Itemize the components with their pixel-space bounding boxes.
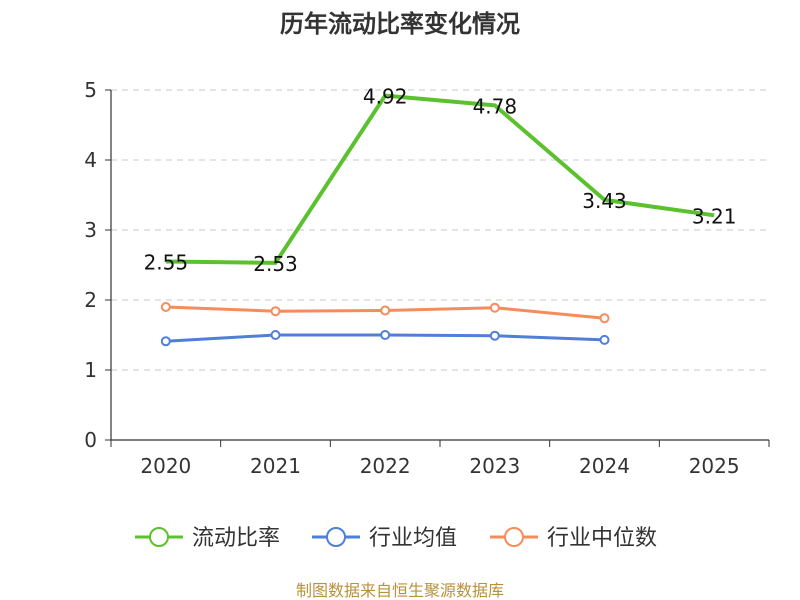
series-2-point-2024 xyxy=(599,313,610,324)
y-tick-label-5: 5 xyxy=(84,78,97,102)
x-tick-label-2025: 2025 xyxy=(689,454,740,478)
x-tick-label-2022: 2022 xyxy=(360,454,411,478)
chart-title: 历年流动比率变化情况 xyxy=(280,10,520,38)
series-2-point-2020 xyxy=(160,302,171,312)
series-layer xyxy=(160,93,715,347)
legend-label-1: 行业均值 xyxy=(369,526,457,551)
y-tick-label-2: 2 xyxy=(84,288,97,312)
x-tick-label-2021: 2021 xyxy=(250,454,301,478)
data-label-2022: 4.92 xyxy=(363,85,408,109)
series-line-0 xyxy=(165,93,715,265)
data-label-2024: 3.43 xyxy=(582,189,627,213)
data-label-2021: 2.53 xyxy=(253,252,298,276)
y-tick-label-3: 3 xyxy=(84,218,97,242)
series-2-point-2022 xyxy=(380,305,391,316)
legend-marker-icon-1 xyxy=(326,527,346,547)
legend-marker-icon-2 xyxy=(504,527,524,547)
x-tick-label-2024: 2024 xyxy=(579,454,630,478)
axes: 0 1 2 3 4 5 2020 2021 2022 2023 2024 2025 xyxy=(84,78,770,478)
data-label-2020: 2.55 xyxy=(144,251,189,275)
series-2-point-2021 xyxy=(270,306,281,317)
series-2-point-2023 xyxy=(489,302,500,313)
data-label-2025: 3.21 xyxy=(692,204,737,228)
legend-item-2[interactable]: 行业中位数 xyxy=(490,526,657,551)
legend-item-1[interactable]: 行业均值 xyxy=(312,526,457,551)
grid-lines xyxy=(111,89,769,371)
x-tick-label-2023: 2023 xyxy=(469,454,520,478)
legend-label-2: 行业中位数 xyxy=(547,526,657,551)
source-note: 制图数据来自恒生聚源数据库 xyxy=(296,581,504,600)
data-labels: 2.55 2.53 4.92 4.78 3.43 3.21 xyxy=(144,85,737,276)
legend-label-0: 流动比率 xyxy=(192,526,280,551)
y-tick-label-4: 4 xyxy=(84,148,97,172)
series-1-point-2020 xyxy=(160,336,171,347)
legend[interactable]: 流动比率 行业均值 行业中位数 xyxy=(135,526,657,551)
series-1-point-2024 xyxy=(599,334,610,345)
legend-item-0[interactable]: 流动比率 xyxy=(135,526,280,551)
series-1-point-2022 xyxy=(380,330,391,340)
data-label-2023: 4.78 xyxy=(473,94,518,118)
series-1-point-2021 xyxy=(270,330,281,340)
y-tick-label-0: 0 xyxy=(84,428,97,452)
y-tick-label-1: 1 xyxy=(84,358,97,382)
legend-marker-icon-0 xyxy=(149,527,169,547)
x-tick-label-2020: 2020 xyxy=(140,454,191,478)
series-1-point-2023 xyxy=(489,330,500,341)
